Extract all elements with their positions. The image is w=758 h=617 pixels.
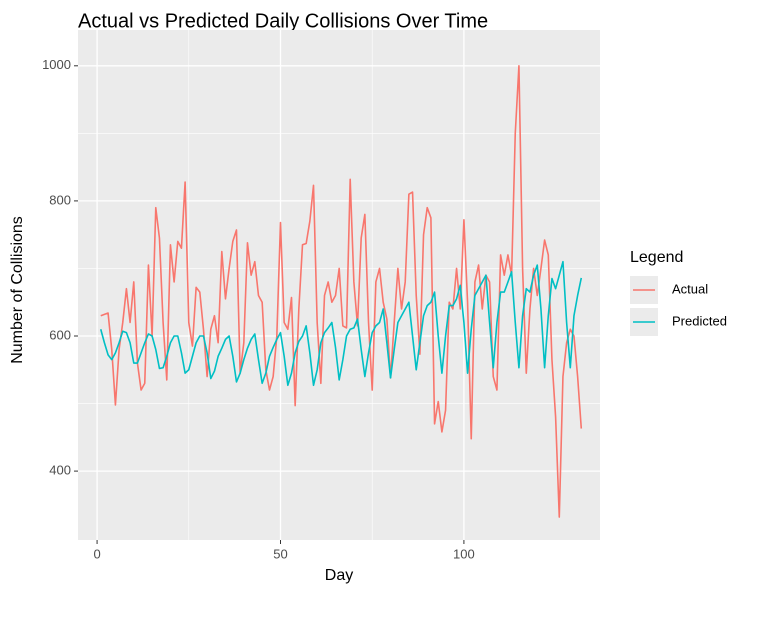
y-tick-label: 400 <box>49 463 71 478</box>
x-tick-label: 0 <box>93 546 100 561</box>
y-tick-label: 1000 <box>42 57 71 72</box>
x-axis-label: Day <box>325 567 353 584</box>
legend-title: Legend <box>630 249 683 266</box>
line-series <box>100 65 583 518</box>
y-tick-label: 600 <box>49 327 71 342</box>
plot-panel <box>78 30 600 540</box>
x-tick-label: 100 <box>453 546 475 561</box>
y-tick-label: 800 <box>49 192 71 207</box>
legend-label: Predicted <box>672 313 727 328</box>
chart-title: Actual vs Predicted Daily Collisions Ove… <box>78 10 488 32</box>
y-axis-label: Number of Collisions <box>9 216 26 364</box>
legend-label: Actual <box>672 281 708 296</box>
x-tick-label: 50 <box>273 546 287 561</box>
line-series <box>99 260 583 387</box>
